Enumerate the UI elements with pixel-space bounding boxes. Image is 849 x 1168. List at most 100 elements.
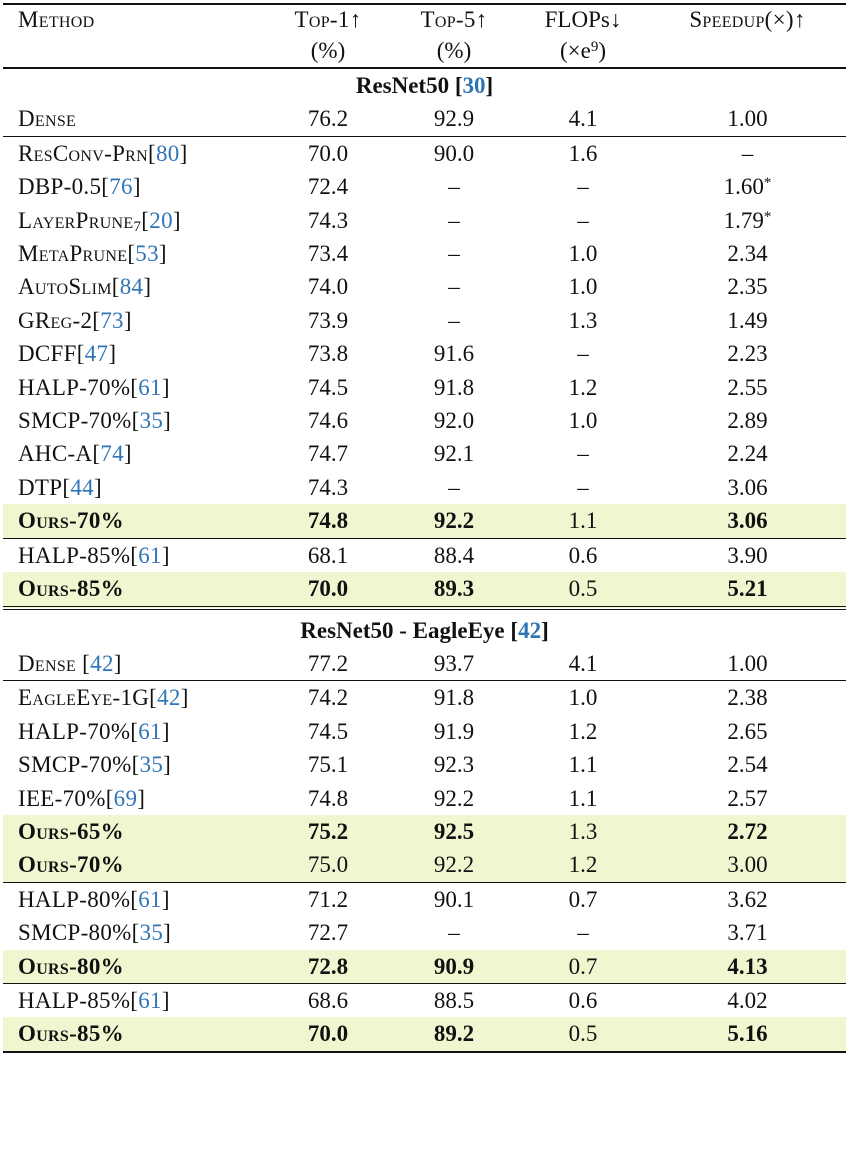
top1-cell: 74.0 (265, 270, 391, 303)
top5-cell: 93.7 (391, 647, 517, 681)
top1-value: 75.1 (307, 752, 349, 778)
citation-link[interactable]: 76 (109, 174, 133, 200)
citation-link[interactable]: 44 (70, 474, 94, 500)
citation-link[interactable]: 30 (462, 73, 486, 98)
citation-link[interactable]: 53 (135, 241, 159, 267)
top5-cell: 92.2 (391, 782, 517, 815)
citation-link[interactable]: 69 (113, 785, 138, 811)
col-top1-unit: (%) (310, 38, 346, 63)
top1-cell: 76.2 (265, 102, 391, 136)
flops-cell: 1.1 (517, 782, 649, 815)
top1-cell: 72.7 (265, 916, 391, 949)
table-row: DCFF[47] 73.8 91.6 – 2.23 (3, 337, 846, 370)
method-name: Ours-65% (18, 818, 124, 844)
speed-value: 1.79 (723, 207, 764, 233)
top1-value: 68.6 (307, 987, 349, 1013)
method-cell: DTP[44] (18, 474, 102, 500)
speed-cell: 2.34 (649, 237, 846, 270)
citation-link[interactable]: 35 (139, 752, 164, 778)
col-top1: Top-1↑ (265, 3, 391, 35)
flops-cell: 0.6 (517, 537, 649, 573)
top5-cell: 92.3 (391, 748, 517, 781)
method-cell: AHC-A[74] (18, 441, 132, 467)
citation-link[interactable]: 35 (139, 920, 164, 946)
flops-value: 1.6 (568, 140, 598, 166)
method-name: LayerPrune (18, 207, 134, 233)
top5-cell: 92.2 (391, 504, 517, 539)
speed-cell: 2.24 (649, 437, 846, 470)
top1-value: 75.0 (307, 852, 349, 878)
speed-cell: 1.79* (649, 204, 846, 237)
citation-link[interactable]: 74 (100, 441, 124, 467)
top5-cell: 90.0 (391, 135, 517, 171)
col-flops-unit: (×e9) (559, 38, 606, 63)
top5-cell: 90.9 (391, 949, 517, 984)
citation-link[interactable]: 80 (155, 140, 180, 166)
speed-cell: 1.00 (649, 102, 846, 136)
top5-cell: 91.8 (391, 680, 517, 715)
method-cell: HALP-85%[61] (3, 982, 265, 1018)
speed-cell: 3.06 (649, 504, 846, 539)
method-cell: HALP-70%[61] (18, 374, 170, 400)
top1-cell: 74.3 (265, 471, 391, 504)
method-cell: AutoSlim[84] (18, 274, 152, 300)
flops-cell: 1.3 (517, 814, 649, 849)
citation-link[interactable]: 84 (119, 274, 144, 300)
table-row: Dense 76.2 92.9 4.1 1.00 (3, 102, 846, 136)
speed-value: 2.54 (727, 752, 768, 778)
top5-value: 88.5 (433, 987, 475, 1013)
top5-value: 92.5 (433, 818, 475, 844)
flops-cell: 1.2 (517, 848, 649, 883)
flops-value: 1.1 (568, 508, 598, 534)
method-cell: Dense [42] (18, 650, 122, 676)
citation-link[interactable]: 35 (139, 408, 164, 434)
citation-link[interactable]: 61 (138, 374, 162, 400)
top1-cell: 74.8 (265, 504, 391, 539)
top1-value: 76.2 (307, 106, 349, 132)
method-name: AutoSlim (18, 274, 112, 300)
method-cell: SMCP-70%[35] (18, 752, 172, 778)
citation-link[interactable]: 42 (518, 617, 542, 643)
method-name: Ours-70% (18, 508, 124, 534)
citation-link[interactable]: 47 (84, 341, 109, 367)
citation-link[interactable]: 42 (90, 650, 114, 676)
method-name: GReg-2 (18, 307, 93, 333)
top5-value: – (448, 274, 460, 300)
speed-cell: 2.65 (649, 715, 846, 748)
flops-cell: – (517, 916, 649, 949)
citation-link[interactable]: 42 (157, 685, 181, 711)
citation-link[interactable]: 61 (138, 718, 162, 744)
method-name: Ours-85% (18, 1021, 124, 1047)
speed-value: 3.71 (727, 920, 768, 946)
table-row: HALP-70%[61] 74.5 91.9 1.2 2.65 (3, 715, 846, 748)
top5-cell: 88.5 (391, 982, 517, 1018)
method-cell: HALP-80%[61] (3, 881, 265, 917)
citation-link[interactable]: 61 (138, 987, 162, 1013)
citation-link[interactable]: 73 (100, 307, 124, 333)
top1-cell: 74.8 (265, 782, 391, 815)
asterisk-mark: * (763, 208, 772, 225)
speed-cell: 2.23 (649, 337, 846, 370)
speed-value: – (741, 140, 754, 166)
flops-value: – (577, 920, 589, 946)
flops-cell: 4.1 (517, 647, 649, 681)
top5-value: 92.3 (433, 752, 475, 778)
method-name: Ours-85% (18, 576, 124, 602)
top5-value: 93.7 (433, 650, 475, 676)
results-table: Method Top-1↑ Top-5↑ FLOPs↓ Speedup(×)↑ … (3, 3, 846, 1053)
flops-value: 1.0 (568, 685, 598, 711)
method-cell: Ours-65% (3, 814, 265, 849)
table-row: Dense [42] 77.2 93.7 4.1 1.00 (3, 647, 846, 681)
top1-cell: 74.5 (265, 715, 391, 748)
top5-cell: – (391, 916, 517, 949)
col-speedup: Speedup(×)↑ (649, 3, 846, 35)
method-cell: DBP-0.5[76] (18, 174, 141, 200)
method-name: EagleEye-1G (18, 685, 150, 711)
citation-link[interactable]: 20 (149, 207, 173, 233)
citation-link[interactable]: 61 (138, 542, 162, 568)
citation-link[interactable]: 61 (138, 886, 162, 912)
top5-cell: – (391, 237, 517, 270)
flops-cell: 0.5 (517, 572, 649, 608)
top1-cell: 73.8 (265, 337, 391, 370)
top5-value: 92.2 (433, 852, 475, 878)
